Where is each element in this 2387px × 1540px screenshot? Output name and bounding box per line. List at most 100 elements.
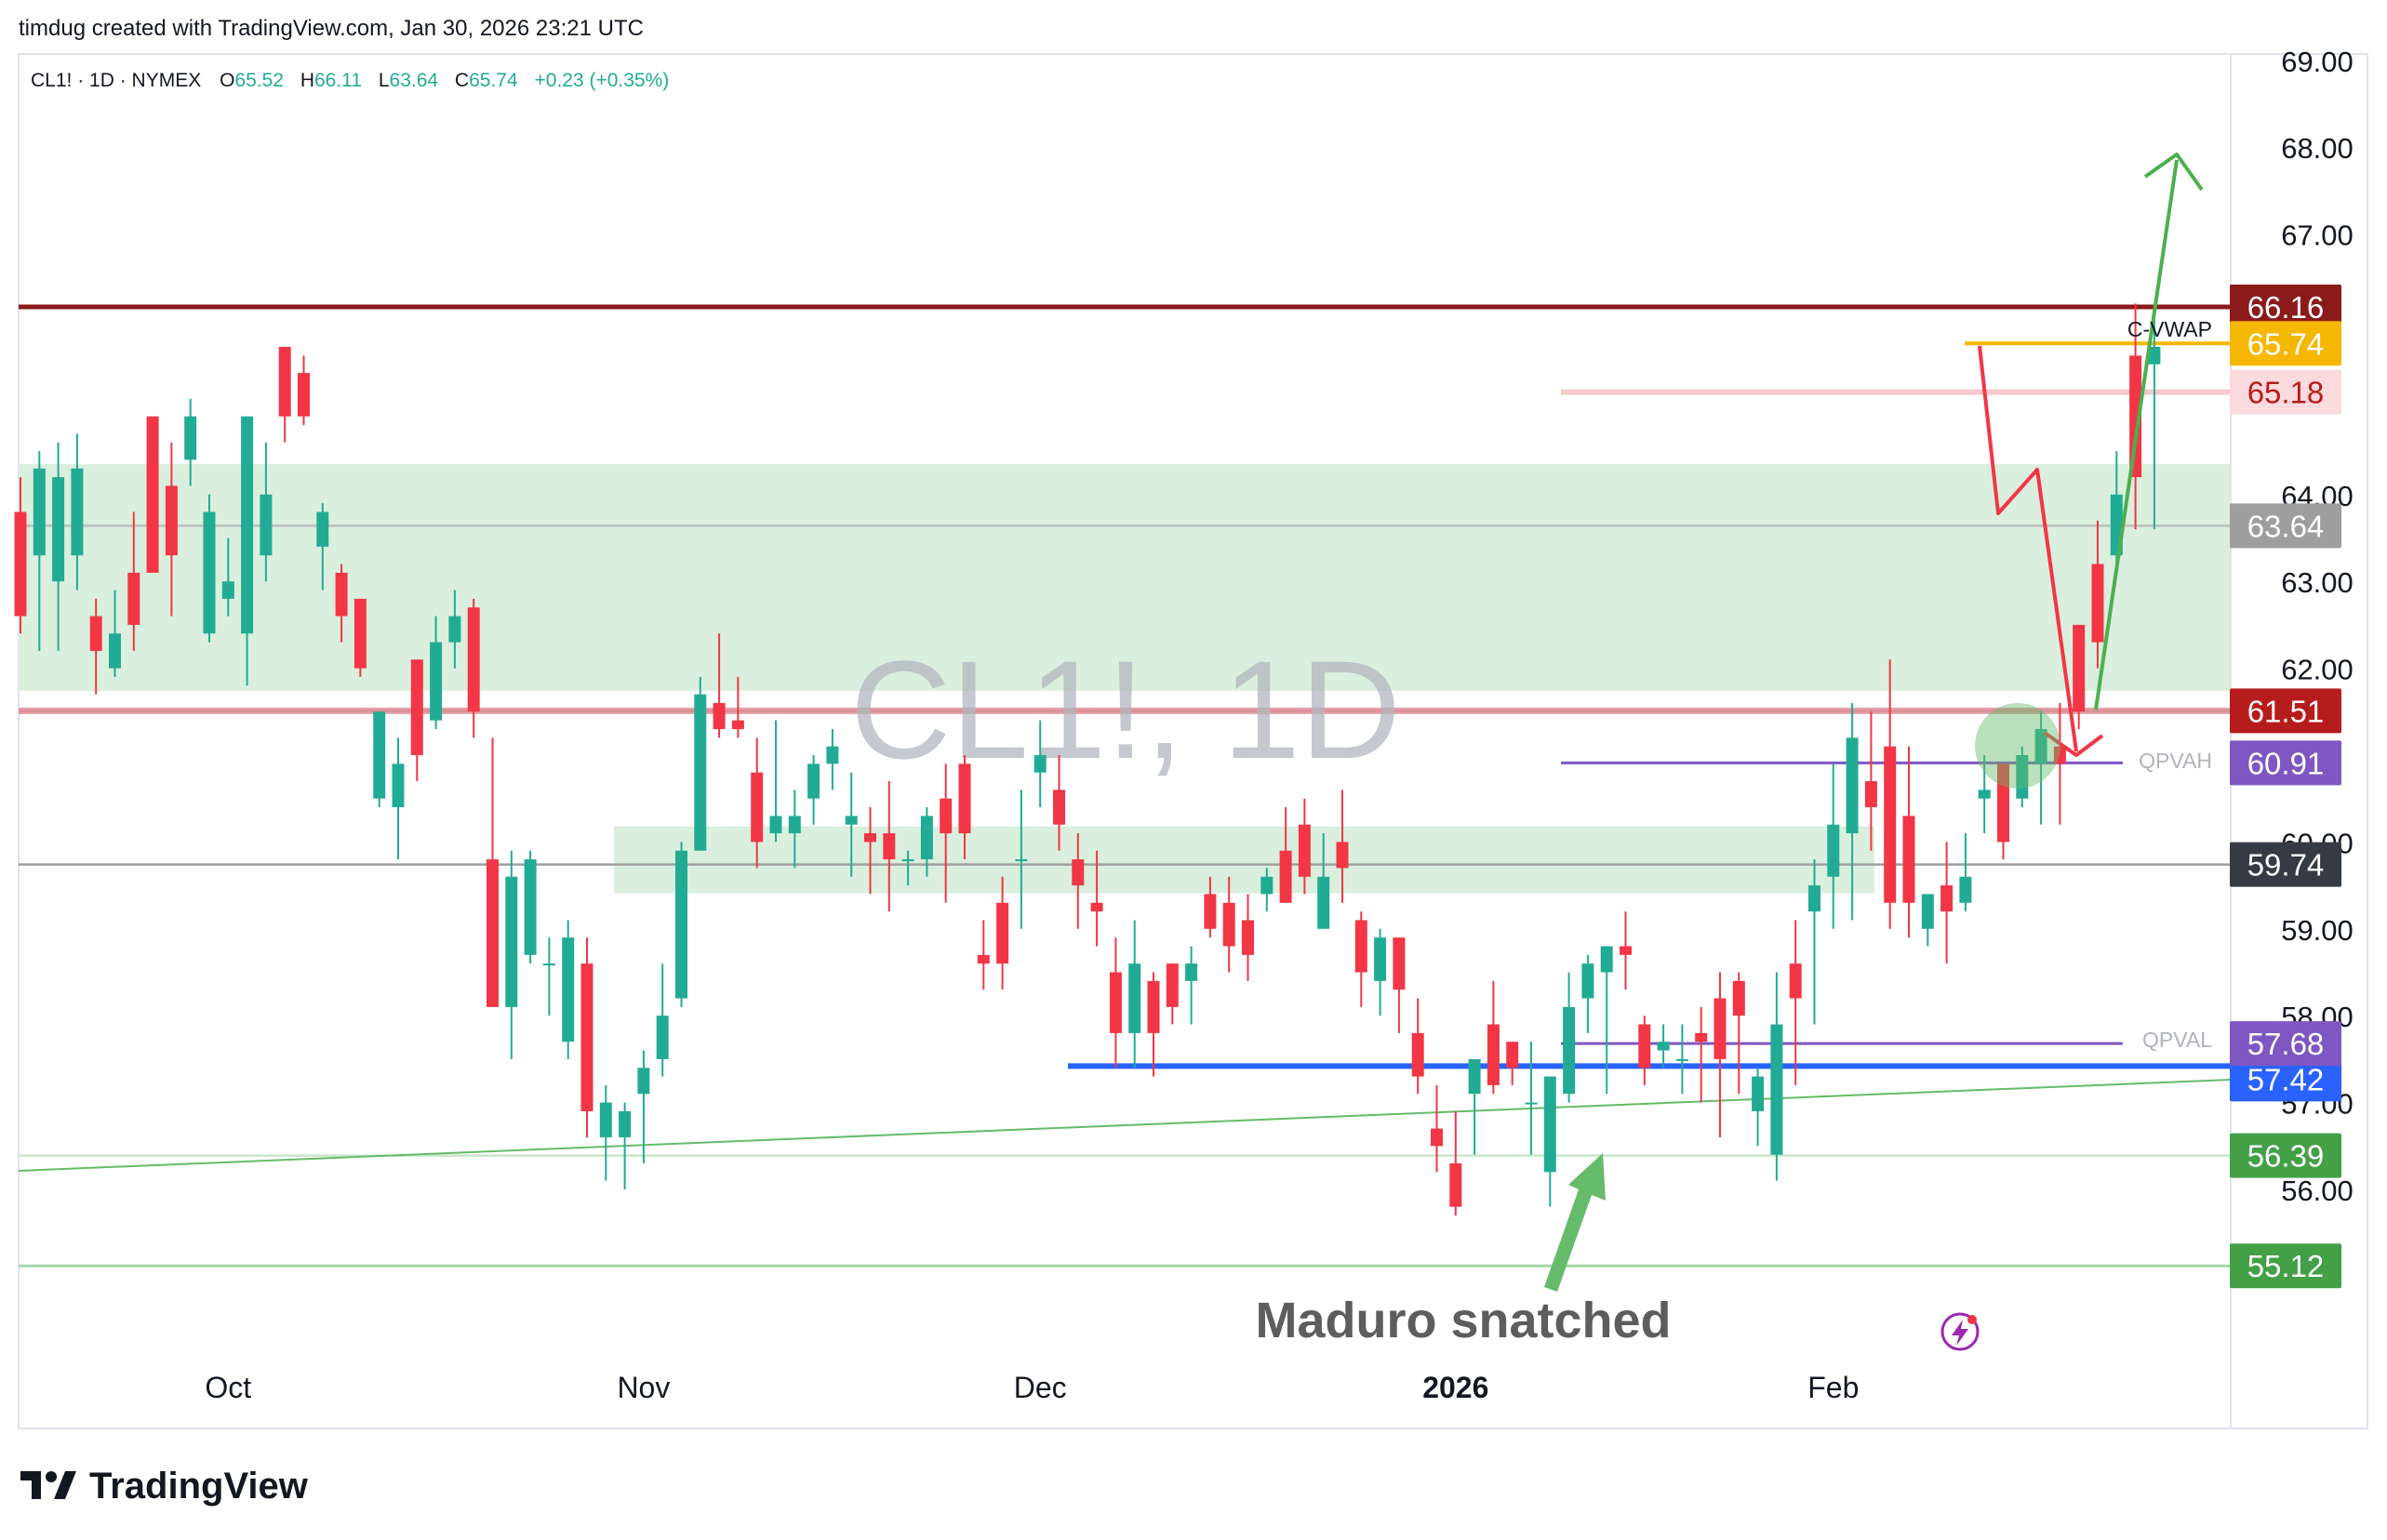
lightning-icon[interactable] xyxy=(1940,1312,1980,1351)
candle-body-down xyxy=(1902,816,1915,903)
candle xyxy=(1204,876,1217,938)
candle-body-up xyxy=(807,763,820,799)
candle-body-down xyxy=(1487,1024,1500,1085)
candle-body-up xyxy=(448,616,461,643)
candle xyxy=(1959,833,1972,912)
candle-body-down xyxy=(89,616,102,651)
price-badge-value: 66.16 xyxy=(2247,290,2325,325)
annotation-arrow-icon xyxy=(1544,1153,1606,1292)
candle-body-up xyxy=(241,416,254,634)
candle-body-down xyxy=(1072,859,1085,886)
candle-body-down xyxy=(1053,790,1065,825)
candle-body-up xyxy=(1563,1006,1576,1095)
candle xyxy=(505,850,518,1059)
tradingview-logo[interactable]: TradingView xyxy=(20,1466,309,1507)
price-badge-bg xyxy=(2230,1243,2341,1289)
candle-body-down xyxy=(467,607,480,712)
low-label: L xyxy=(379,70,390,91)
candle xyxy=(33,451,46,651)
candle xyxy=(89,598,102,695)
price-badge-value: 59.74 xyxy=(2247,848,2325,883)
candle-body-down xyxy=(940,798,953,834)
candle xyxy=(1242,894,1254,981)
candle-body-up xyxy=(675,850,687,999)
zone-1[interactable] xyxy=(19,464,2231,691)
candle xyxy=(52,442,65,651)
candle xyxy=(127,511,140,651)
price-tick-label: 67.00 xyxy=(2281,219,2354,252)
candle xyxy=(2091,520,2104,669)
price-badge-value: 61.51 xyxy=(2247,694,2325,728)
candle xyxy=(1675,1024,1688,1095)
candle-body-up xyxy=(260,494,273,556)
target-circle-marker[interactable] xyxy=(1975,703,2060,789)
candle xyxy=(901,850,914,886)
candle-body-down xyxy=(335,572,348,617)
candle-body-down xyxy=(487,859,499,1007)
candles xyxy=(14,303,2161,1216)
candle-body-down xyxy=(165,485,178,556)
candle-body-down xyxy=(278,347,291,417)
candle xyxy=(184,399,197,486)
ascending-trendline[interactable] xyxy=(18,1079,2232,1172)
candle xyxy=(883,781,896,912)
candle xyxy=(2073,624,2086,729)
time-axis-label: Feb xyxy=(1807,1371,1859,1404)
projection-green-path[interactable] xyxy=(2094,159,2179,710)
candle xyxy=(1411,998,1424,1095)
candle xyxy=(1393,937,1406,1033)
price-tick-label: 69.00 xyxy=(2281,46,2354,78)
candle-body-down xyxy=(1997,763,2009,843)
candle-body-up xyxy=(1525,1102,1538,1105)
brand-name: TradingView xyxy=(89,1466,309,1507)
candle-body-down xyxy=(751,772,764,843)
candle-body-down xyxy=(1695,1032,1708,1042)
candle xyxy=(1354,911,1367,1007)
candle xyxy=(203,494,216,643)
projection-red-path[interactable] xyxy=(1978,345,2078,752)
candle xyxy=(71,433,84,591)
candle-body-down xyxy=(410,659,423,755)
candle xyxy=(599,1084,612,1181)
green-arrowhead-icon xyxy=(2143,153,2204,192)
zone-2[interactable] xyxy=(614,826,1874,894)
price-badge-value: 63.64 xyxy=(2247,509,2325,543)
change-value: +0.23 (+0.35%) xyxy=(535,70,670,91)
candle-body-up xyxy=(2148,347,2161,365)
candle-body-down xyxy=(977,954,990,964)
candle xyxy=(221,538,234,617)
candle xyxy=(731,676,744,738)
candle-body-down xyxy=(2091,564,2104,643)
candle-body-down xyxy=(2053,746,2066,764)
candle xyxy=(316,503,329,591)
candle xyxy=(2016,746,2029,808)
candle-body-down xyxy=(1279,850,1292,903)
candle-body-up xyxy=(694,694,707,851)
price-badge-bg xyxy=(2230,321,2341,366)
candle-body-down xyxy=(1090,902,1103,912)
candle-body-down xyxy=(1393,937,1406,990)
candle-body-up xyxy=(430,642,443,721)
candle-body-up xyxy=(656,1016,669,1059)
candle xyxy=(1978,755,1991,834)
candle-body-down xyxy=(2073,624,2086,712)
annotation-text: Maduro snatched xyxy=(1255,1293,1671,1348)
candle xyxy=(430,616,443,729)
candle-body-up xyxy=(1846,737,1859,834)
candle-body-down xyxy=(1354,920,1367,973)
candle xyxy=(1166,963,1179,1025)
price-badge-bg xyxy=(2230,688,2341,734)
symbol-label: CL1! · 1D · NYMEX xyxy=(31,70,201,91)
candle xyxy=(1015,790,1028,929)
chart-frame xyxy=(18,53,2368,1429)
time-axis-label: Oct xyxy=(205,1371,251,1404)
candle-body-up xyxy=(316,511,329,547)
candle-body-up xyxy=(184,416,197,460)
time-axis-labels: Oct Nov Dec 2026 Feb xyxy=(205,1371,1859,1404)
candle xyxy=(2148,312,2161,530)
price-badge-value: 57.68 xyxy=(2247,1027,2325,1061)
candle-body-up xyxy=(1185,963,1198,981)
candle-body-down xyxy=(1109,972,1122,1033)
red-arrowhead-icon xyxy=(2043,731,2104,757)
